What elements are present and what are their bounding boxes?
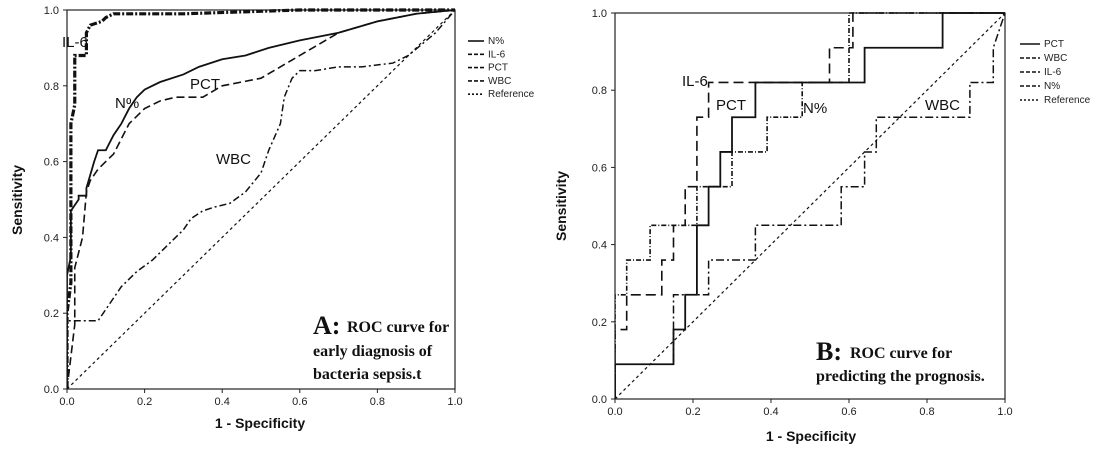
x-tick-label: 0.8: [370, 396, 385, 408]
legend-entry: IL-6: [488, 49, 506, 60]
series-reference-line: [615, 12, 1005, 399]
annotation-line: predicting the prognosis.: [816, 368, 985, 385]
x-tick-label: 0.2: [685, 406, 700, 418]
y-tick-label: 0.6: [44, 157, 59, 169]
annotation-line: ROC curve for: [347, 319, 449, 336]
y-tick-label: 0.8: [592, 85, 607, 97]
y-tick-label: 0.2: [44, 308, 59, 320]
curve-label-pct: PCT: [190, 76, 220, 93]
series-reference-line: [67, 9, 455, 389]
curve-label-il-6: IL-6: [682, 73, 708, 90]
legend-entry: N%: [488, 36, 504, 47]
x-tick-label: 0.0: [59, 396, 74, 408]
y-tick-label: 0.0: [44, 384, 59, 396]
legend-entry: WBC: [488, 76, 511, 87]
legend-entry: Reference: [488, 89, 535, 100]
y-tick-label: 1.0: [592, 8, 607, 20]
series-n--line: [67, 9, 455, 389]
y-tick-label: 0.2: [592, 317, 607, 329]
series-n--line: [615, 12, 1005, 399]
legend-entry: IL-6: [1044, 67, 1062, 78]
plot-frame: [614, 12, 1006, 400]
x-tick-label: 0.4: [763, 406, 778, 418]
series-wbc-line: [615, 12, 1005, 399]
annotation-line: early diagnosis of: [313, 343, 433, 360]
y-tick-label: 0.4: [44, 232, 59, 244]
x-tick-label: 0.8: [919, 406, 934, 418]
curve-label-wbc: WBC: [925, 97, 960, 114]
series-il-6-line: [67, 8, 455, 389]
legend-entry: N%: [1044, 81, 1060, 92]
x-tick-label: 0.0: [607, 406, 622, 418]
series-wbc-line: [67, 9, 455, 389]
x-tick-label: 1.0: [447, 396, 462, 408]
x-tick-label: 0.6: [292, 396, 307, 408]
panel-a: 0.0 0.2 0.4 0.6 0.8 1.0 0.0 0.2 0.4 0.6 0.8 1.0 Sens…: [9, 5, 535, 431]
y-axis-title: Sensitivity: [9, 165, 25, 235]
y-tick-label: 0.4: [592, 240, 607, 252]
annotation-line: ROC curve for: [850, 345, 952, 362]
x-tick-label: 1.0: [997, 406, 1012, 418]
legend-entry: WBC: [1044, 53, 1067, 64]
y-tick-label: 1.0: [44, 5, 59, 17]
x-axis-title: 1 - Specificity: [215, 415, 305, 431]
curve-label-n-: N%: [803, 100, 827, 117]
curve-label-n-: N%: [115, 95, 139, 112]
y-tick-label: 0.8: [44, 81, 59, 93]
y-tick-label: 0.0: [592, 394, 607, 406]
annotation-head: A:: [313, 311, 340, 340]
legend-entry: Reference: [1044, 95, 1091, 106]
curve-label-wbc: WBC: [216, 151, 251, 168]
legend-entry: PCT: [1044, 39, 1064, 50]
curve-label-pct: PCT: [716, 97, 746, 114]
series-il-6-line: [615, 12, 1005, 399]
annotation-head: B:: [816, 337, 842, 366]
series-pct-line: [67, 9, 455, 389]
curve-label-il-6: IL-6: [62, 34, 88, 51]
y-axis-title: Sensitivity: [553, 171, 569, 241]
legend-entry: PCT: [488, 63, 508, 74]
x-tick-label: 0.4: [215, 396, 230, 408]
x-tick-label: 0.6: [841, 406, 856, 418]
annotation-line: bacteria sepsis.t: [313, 366, 422, 383]
panel-b: 0.0 0.2 0.4 0.6 0.8 1.0 0.0 0.2 0.4 0.6 0.8 1.0 Sens…: [553, 8, 1091, 444]
x-axis-title: 1 - Specificity: [766, 428, 856, 444]
y-tick-label: 0.6: [592, 162, 607, 174]
x-tick-label: 0.2: [137, 396, 152, 408]
